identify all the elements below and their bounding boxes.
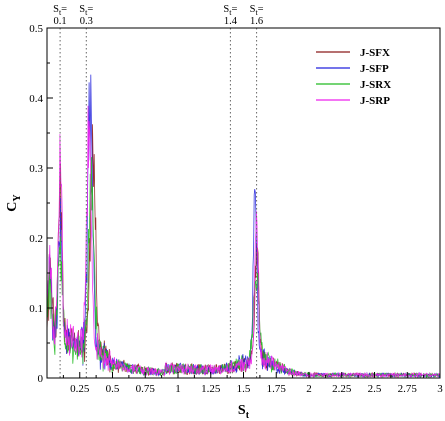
x-tick-label: 2.25	[332, 383, 352, 395]
reference-line-value: 0.3	[80, 16, 93, 27]
y-tick-label: 0.5	[29, 23, 43, 35]
x-tick-label: 3	[437, 383, 443, 395]
y-axis-title-main: C	[5, 202, 20, 212]
series-line-j-srx	[47, 157, 440, 378]
x-tick-label: 2.5	[368, 383, 382, 395]
x-tick-label: 0.25	[70, 383, 90, 395]
x-tick-label: 0.5	[106, 383, 120, 395]
reference-line-value: 0.1	[54, 16, 67, 27]
y-tick-label: 0.3	[29, 163, 43, 175]
x-tick-label: 1.5	[237, 383, 251, 395]
legend-label: J-SFX	[360, 47, 390, 59]
y-axis-title-sub: Y	[12, 194, 23, 202]
series-line-j-srp	[47, 105, 440, 378]
reference-line-value: 1.6	[250, 16, 263, 27]
x-tick-label: 1	[175, 383, 181, 395]
x-tick-label: 2	[306, 383, 312, 395]
y-axis-title: CY	[5, 194, 23, 212]
series-line-j-sfx	[47, 124, 440, 378]
y-axis: 0 0.1 0.2 0.3 0.4 0.5	[29, 23, 53, 385]
series-line-j-sfp	[47, 74, 440, 378]
x-tick-label: 0.75	[136, 383, 156, 395]
x-tick-label: 1.75	[267, 383, 287, 395]
legend: J-SFX J-SFP J-SRX J-SRP	[316, 47, 391, 107]
y-tick-label: 0.2	[29, 233, 43, 245]
x-axis-title-main: S	[238, 403, 246, 418]
x-tick-label: 2.75	[398, 383, 418, 395]
series-layer	[47, 74, 440, 378]
legend-label: J-SFP	[360, 63, 389, 75]
y-tick-label: 0	[38, 373, 44, 385]
reference-line-label: St=	[223, 4, 237, 17]
legend-label: J-SRX	[360, 79, 391, 91]
y-tick-label: 0.1	[29, 303, 43, 315]
x-axis-title-sub: t	[246, 410, 250, 421]
legend-label: J-SRP	[360, 95, 390, 107]
reference-line-labels: St=0.1St=0.3St=1.4St=1.6	[53, 4, 264, 27]
x-axis-title: St	[238, 403, 250, 421]
x-tick-label: 1.25	[201, 383, 221, 395]
reference-line-label: St=	[250, 4, 264, 17]
reference-line-label: St=	[79, 4, 93, 17]
reference-line-label: St=	[53, 4, 67, 17]
reference-line-value: 1.4	[224, 16, 238, 27]
y-tick-label: 0.4	[29, 93, 43, 105]
x-axis: 0.25 0.5 0.75 1 1.25 1.5 1.75 2 2.25 2.5 2.75 3	[62, 372, 443, 395]
